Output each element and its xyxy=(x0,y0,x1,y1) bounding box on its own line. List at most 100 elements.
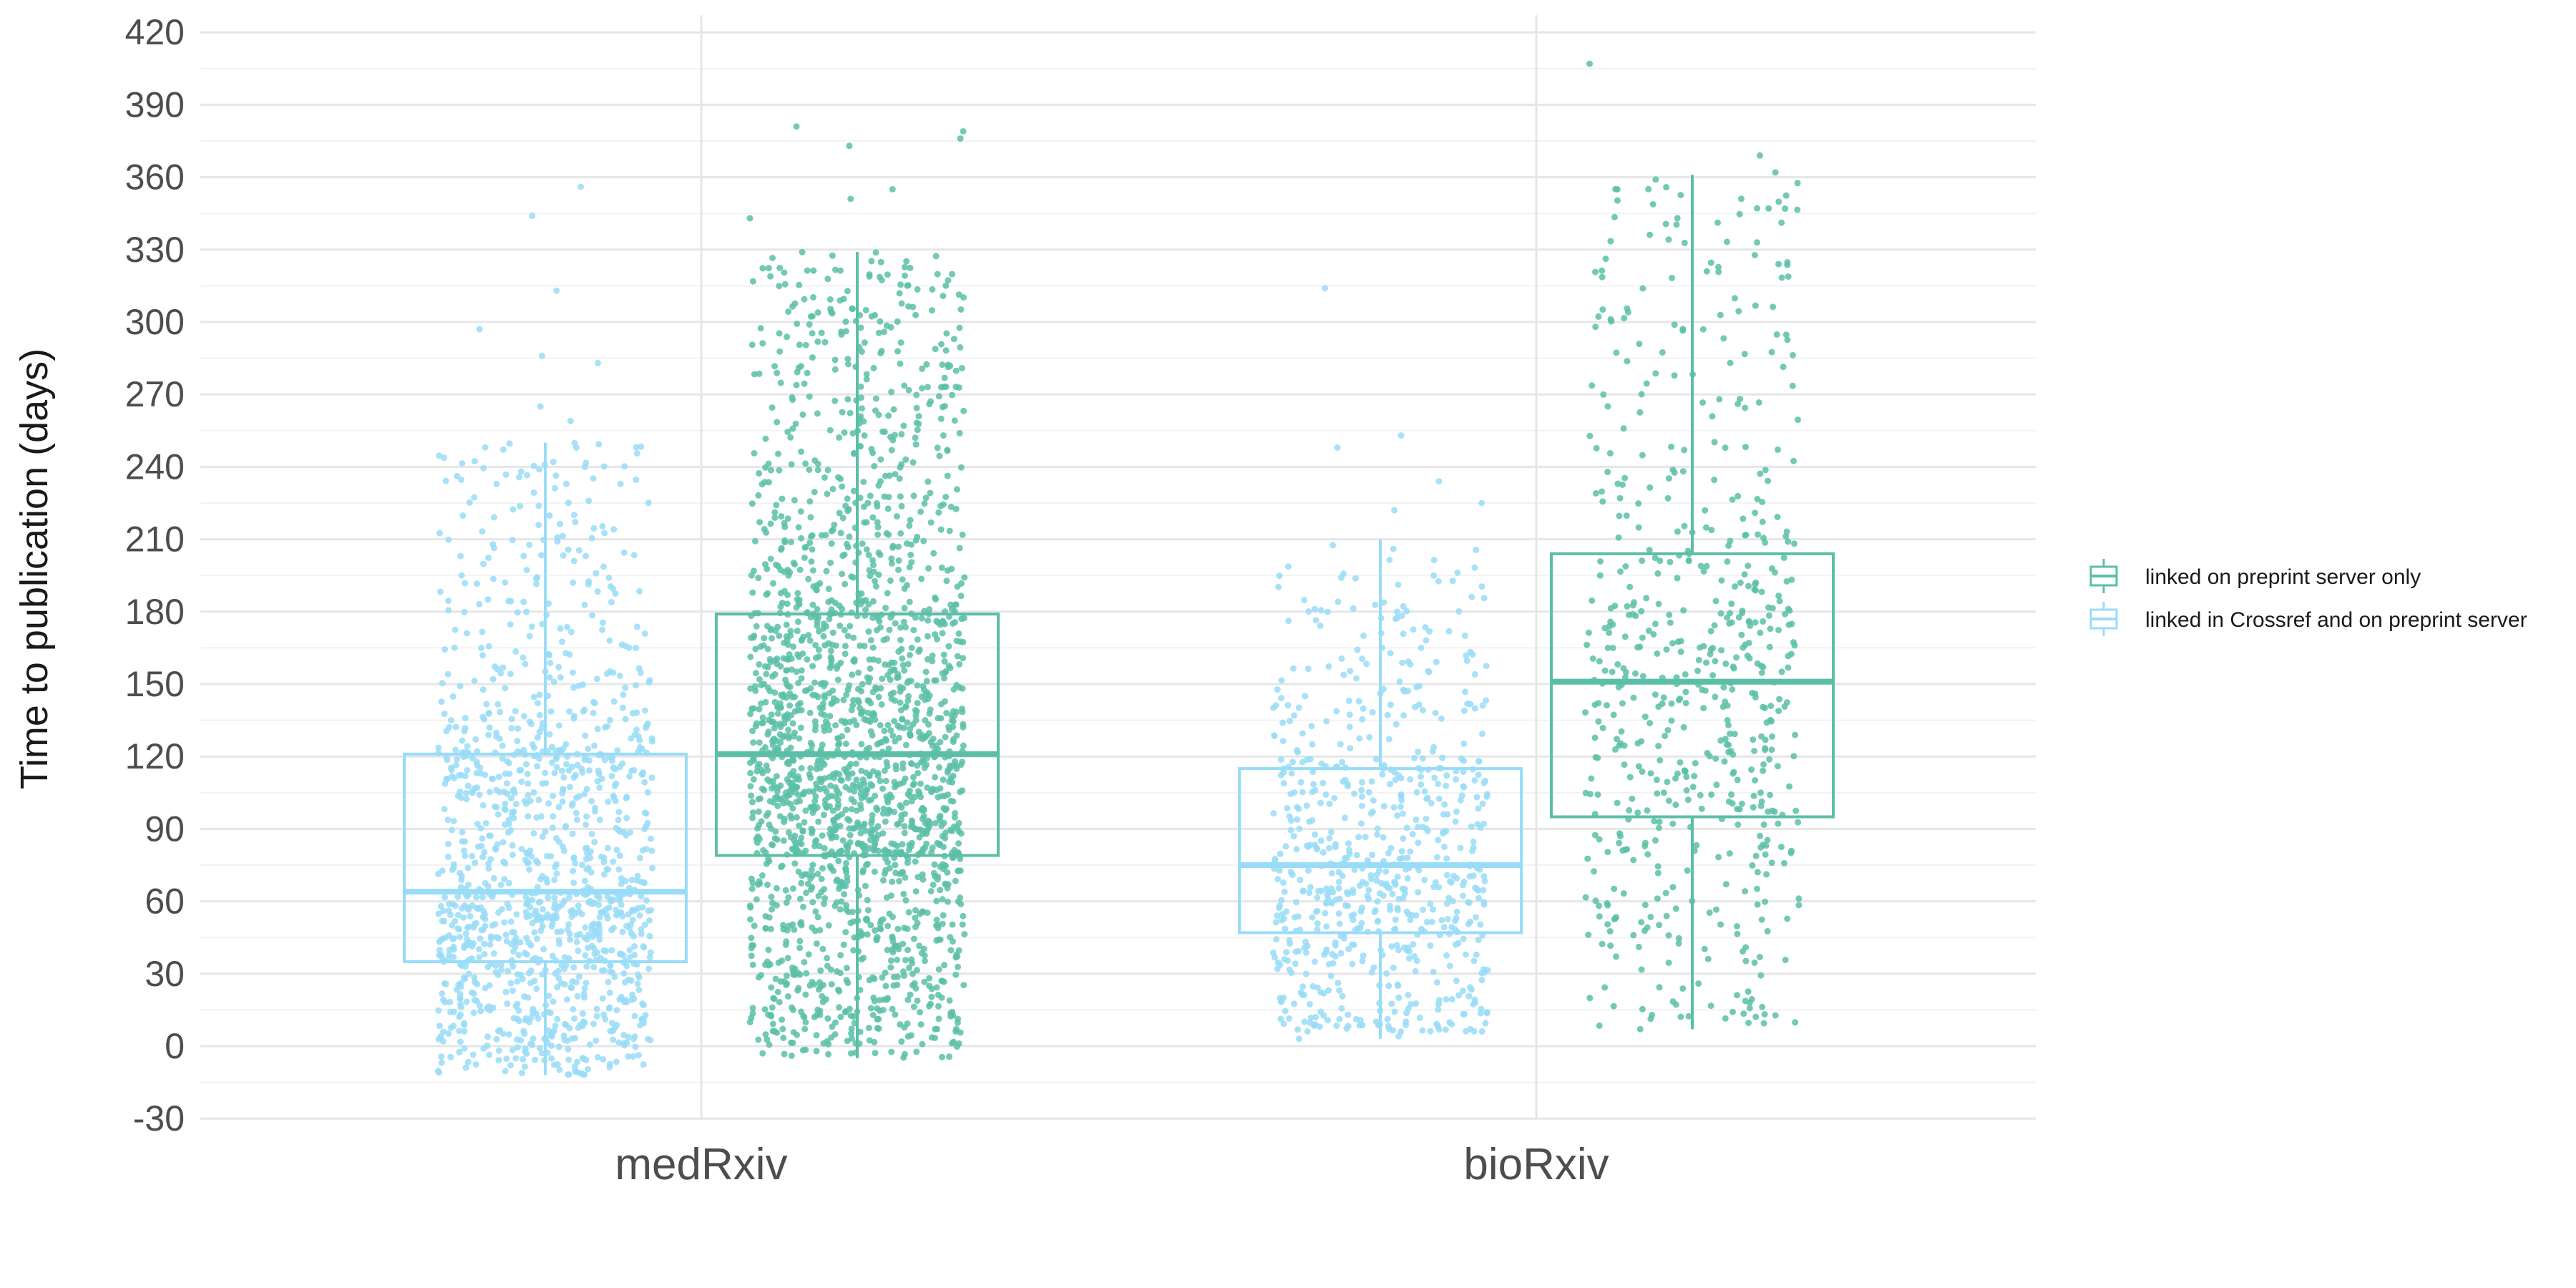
data-point xyxy=(843,859,849,867)
outlier-point xyxy=(1435,478,1443,485)
data-point xyxy=(1684,796,1692,804)
data-point xyxy=(522,1045,529,1052)
y-tick-label: 240 xyxy=(125,447,185,487)
data-point xyxy=(547,1030,555,1038)
data-point xyxy=(844,396,852,403)
data-point xyxy=(771,782,778,789)
data-point xyxy=(803,970,810,977)
data-point xyxy=(1621,474,1629,482)
data-point xyxy=(1276,572,1283,580)
data-point xyxy=(912,717,919,724)
data-point xyxy=(614,747,621,754)
data-point xyxy=(1724,238,1730,245)
data-point xyxy=(1340,778,1347,785)
data-point xyxy=(1443,855,1450,862)
data-point xyxy=(1712,755,1719,762)
data-point xyxy=(789,964,796,971)
data-point xyxy=(1591,701,1599,708)
data-point xyxy=(1724,717,1731,723)
data-point xyxy=(640,943,647,950)
data-point xyxy=(806,393,813,400)
data-point xyxy=(552,1023,559,1030)
data-point xyxy=(635,974,643,981)
data-point xyxy=(846,817,853,824)
data-point xyxy=(806,637,814,644)
data-point xyxy=(832,266,839,273)
data-point xyxy=(561,847,567,854)
data-point xyxy=(953,765,960,772)
data-point xyxy=(537,898,544,905)
data-point xyxy=(615,816,622,824)
data-point xyxy=(841,429,848,436)
data-point xyxy=(765,265,772,272)
data-point xyxy=(900,779,907,786)
jitter-points xyxy=(434,60,1802,1078)
data-point xyxy=(795,524,802,531)
data-point xyxy=(801,688,809,695)
data-point xyxy=(1669,998,1677,1005)
data-point xyxy=(810,267,817,274)
data-point xyxy=(1619,700,1626,707)
data-point xyxy=(491,545,497,552)
data-point xyxy=(1322,791,1330,798)
data-point xyxy=(794,618,801,625)
data-point xyxy=(1591,734,1599,741)
data-point xyxy=(1360,633,1367,639)
data-point xyxy=(1669,467,1677,474)
data-point xyxy=(462,852,469,859)
data-point xyxy=(904,660,912,668)
data-point xyxy=(921,500,928,507)
data-point xyxy=(955,630,962,637)
data-point xyxy=(445,840,452,847)
data-point xyxy=(832,1019,839,1026)
data-point xyxy=(794,1031,801,1038)
data-point xyxy=(845,909,852,916)
data-point xyxy=(838,331,845,338)
data-point xyxy=(1329,950,1336,957)
data-point xyxy=(1291,712,1297,719)
data-point xyxy=(1475,887,1482,894)
data-point xyxy=(940,432,947,439)
data-point xyxy=(436,938,443,945)
data-point xyxy=(519,975,526,982)
data-point xyxy=(748,792,755,799)
data-point xyxy=(471,921,478,927)
data-point xyxy=(570,557,577,565)
data-point xyxy=(1740,515,1747,522)
data-point xyxy=(959,708,966,716)
data-point xyxy=(1665,797,1672,804)
data-point xyxy=(569,830,576,837)
data-point xyxy=(789,1004,796,1011)
data-point xyxy=(1716,396,1723,403)
data-point xyxy=(1752,581,1759,588)
data-point xyxy=(796,735,803,742)
data-point xyxy=(479,528,486,535)
data-point xyxy=(435,1007,442,1014)
data-point xyxy=(899,576,906,583)
data-point xyxy=(519,1070,526,1077)
data-point xyxy=(912,441,919,448)
data-point xyxy=(1291,1000,1297,1008)
data-point xyxy=(844,633,852,640)
data-point xyxy=(1613,953,1619,960)
data-point xyxy=(1731,295,1738,302)
data-point xyxy=(834,676,841,683)
data-point xyxy=(1751,748,1758,754)
data-point xyxy=(886,626,893,633)
data-point xyxy=(920,537,927,545)
data-point xyxy=(909,459,917,466)
data-point xyxy=(1392,776,1399,784)
data-point xyxy=(858,956,865,963)
data-point xyxy=(884,799,892,806)
data-point xyxy=(944,447,951,454)
data-point xyxy=(819,832,826,839)
data-point xyxy=(1635,763,1642,770)
data-point xyxy=(847,718,854,726)
data-point xyxy=(772,828,779,835)
data-point xyxy=(565,955,572,962)
data-point xyxy=(842,1008,849,1015)
data-point xyxy=(1320,990,1327,997)
data-point xyxy=(1765,205,1772,212)
outlier-point xyxy=(1391,507,1398,514)
data-point xyxy=(882,661,889,668)
